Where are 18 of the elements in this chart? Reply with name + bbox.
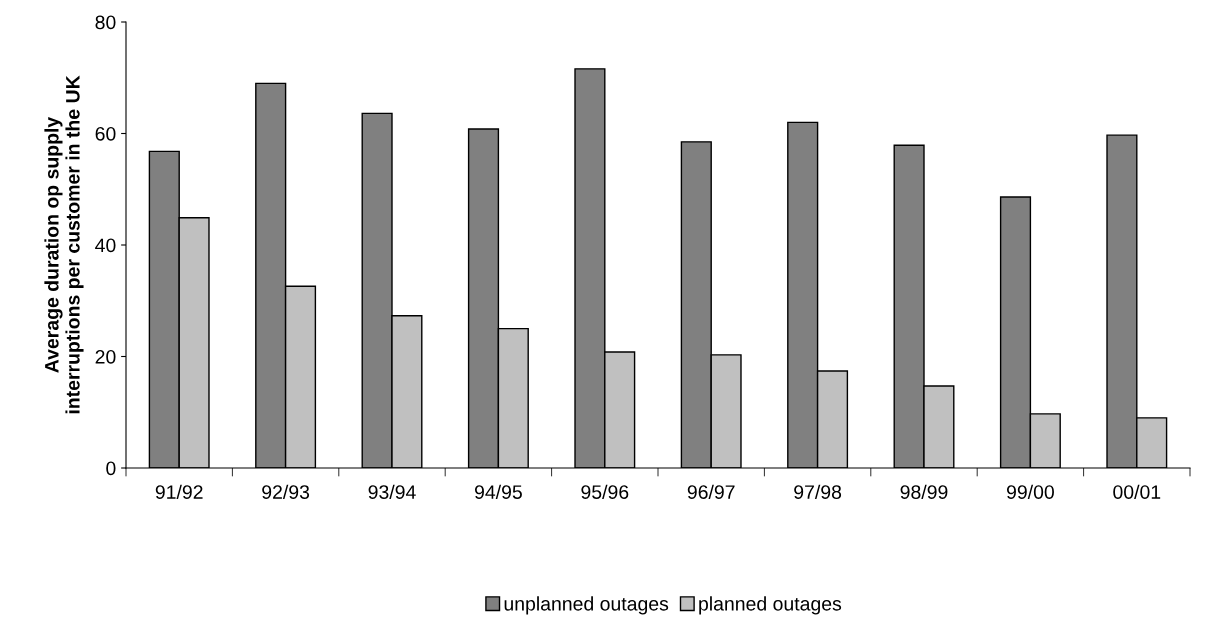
y-tick-label: 40 — [95, 238, 116, 253]
x-tick-label: 93/94 — [368, 484, 416, 499]
y-tick-label: 20 — [95, 349, 116, 364]
y-axis-title: Average duration op supply interruptions per customer in the UK — [44, 75, 84, 414]
x-tick-label: 91/92 — [155, 484, 203, 499]
x-tick-label: 96/97 — [687, 484, 735, 499]
legend-label: planned outages — [699, 596, 842, 615]
legend-label: unplanned outages — [504, 596, 669, 615]
y-tick-label: 60 — [95, 126, 116, 141]
y-tick-label: 80 — [95, 15, 116, 30]
x-tick-label: 95/96 — [581, 484, 629, 499]
x-tick-label: 97/98 — [794, 484, 842, 499]
x-tick-label: 94/95 — [474, 484, 522, 499]
x-tick-label: 00/01 — [1113, 484, 1161, 499]
x-tick-label: 98/99 — [900, 484, 948, 499]
x-tick-label: 92/93 — [262, 484, 310, 499]
y-tick-label: 0 — [106, 461, 116, 476]
x-tick-label: 99/00 — [1006, 484, 1054, 499]
